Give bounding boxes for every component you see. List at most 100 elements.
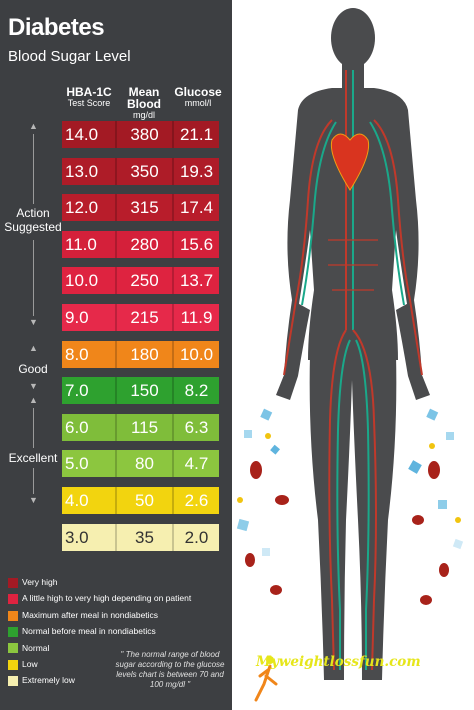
legend-item: A little high to very high depending on … [8,592,192,605]
arrow-down-icon: ▼ [29,381,38,391]
cell-divider [172,450,174,478]
hba1c-value: 7.0 [65,381,89,401]
table-row: 4.0 50 2.6 [62,487,219,514]
arrow-down-icon: ▼ [29,317,38,327]
legend-swatch [8,676,18,687]
page-title: Diabetes [8,14,105,41]
mean-blood-value: 80 [135,454,154,474]
bracket-line [33,408,34,448]
cell-divider [172,230,174,258]
bracket-line [33,134,34,204]
glucose-value: 21.1 [179,125,214,144]
cell-divider [172,377,174,405]
mean-blood-value: 280 [130,234,159,254]
hba1c-value: 14.0 [65,125,99,144]
table-row: 12.0 315 17.4 [62,194,219,222]
glucose-pills-icon [237,433,461,523]
mean-blood-value: 180 [130,344,159,364]
column-header-hba1c: HBA-1C Test Score [66,85,112,108]
column-header-glucose: Glucose mmol/l [174,85,222,108]
arrow-up-icon: ▲ [29,343,38,353]
legend-swatch [8,577,18,588]
arrow-up-icon: ▲ [29,395,38,405]
table-row: 13.0 350 19.3 [62,157,219,185]
blood-vessels [283,70,423,671]
cell-divider [115,523,117,551]
blood-sugar-chart-panel: Diabetes Blood Sugar Level HBA-1C Test S… [0,0,232,710]
legend-item: Normal before meal in nondiabetics [8,625,156,637]
label-excellent: Excellent [8,451,58,465]
mean-blood-value: 215 [130,308,159,327]
label-action-suggested: Action Suggested [4,206,62,234]
mean-blood-value: 380 [130,125,159,144]
column-header-mean-blood: Mean Blood mg/dl [127,85,161,120]
heart-icon [330,133,370,191]
cell-divider [115,194,117,222]
cell-divider [115,450,117,478]
cell-divider [115,304,117,331]
cell-divider [115,121,117,148]
glucose-value: 15.6 [179,234,214,254]
arrow-up-icon: ▲ [29,121,38,131]
table-row: 6.0 115 6.3 [62,413,219,441]
hba1c-value: 4.0 [65,491,89,510]
glucose-value: 10.0 [179,344,214,364]
cell-divider [115,230,117,258]
legend-item: Extremely low [8,674,75,687]
legend-label: Maximum after meal in nondiabetics [22,609,159,620]
legend-swatch [8,659,18,670]
legend-swatch [8,626,18,637]
bracket-line [33,468,34,494]
hba1c-value: 10.0 [65,271,99,291]
legend-swatch [8,610,18,621]
legend-item: Low [8,658,38,670]
cell-divider [172,157,174,185]
cell-divider [172,487,174,514]
cell-divider [115,340,117,368]
cell-divider [172,194,174,222]
brand-watermark: Myweightlossfun.com [256,654,421,670]
mean-blood-value: 50 [135,491,154,510]
hba1c-value: 12.0 [65,198,99,218]
legend-label: A little high to very high depending on … [22,593,192,604]
table-row: 11.0 280 15.6 [62,230,219,258]
legend-label: Normal before meal in nondiabetics [22,626,156,637]
cell-divider [115,267,117,295]
hba1c-value: 6.0 [65,417,89,437]
glucose-value: 13.7 [179,271,214,291]
legend-label: Extremely low [22,675,75,686]
page-subtitle: Blood Sugar Level [8,48,131,65]
glucose-value: 8.2 [184,381,209,401]
legend-item: Maximum after meal in nondiabetics [8,609,158,621]
hba1c-value: 11.0 [65,234,97,254]
hba1c-value: 5.0 [65,454,89,474]
cell-divider [172,413,174,441]
legend-item: Very high [8,576,57,588]
hba1c-value: 13.0 [65,161,99,181]
normal-range-note: " The normal range of blood sugar accord… [115,650,225,689]
arrow-down-icon: ▼ [29,495,38,505]
glucose-value: 2.6 [184,491,209,510]
legend-swatch [8,643,18,654]
cell-divider [172,267,174,295]
cell-divider [172,121,174,148]
mean-blood-value: 150 [130,381,159,401]
cell-divider [115,413,117,441]
mean-blood-value: 315 [130,198,159,218]
glucose-value: 11.9 [180,308,213,327]
hba1c-value: 9.0 [65,308,89,327]
legend-swatch [8,594,18,605]
cell-divider [115,487,117,514]
legend-label: Low [22,659,38,669]
cell-divider [115,157,117,185]
runner-logo-icon [254,656,278,702]
bracket-line [33,240,34,316]
human-body-illustration [236,8,464,702]
mean-blood-value: 350 [130,161,159,181]
glucose-value: 6.3 [184,417,209,437]
glucose-value: 17.4 [179,198,214,218]
cell-divider [172,304,174,331]
hba1c-value: 8.0 [65,344,89,364]
mean-blood-value: 250 [130,271,159,291]
glucose-value: 19.3 [179,161,214,181]
